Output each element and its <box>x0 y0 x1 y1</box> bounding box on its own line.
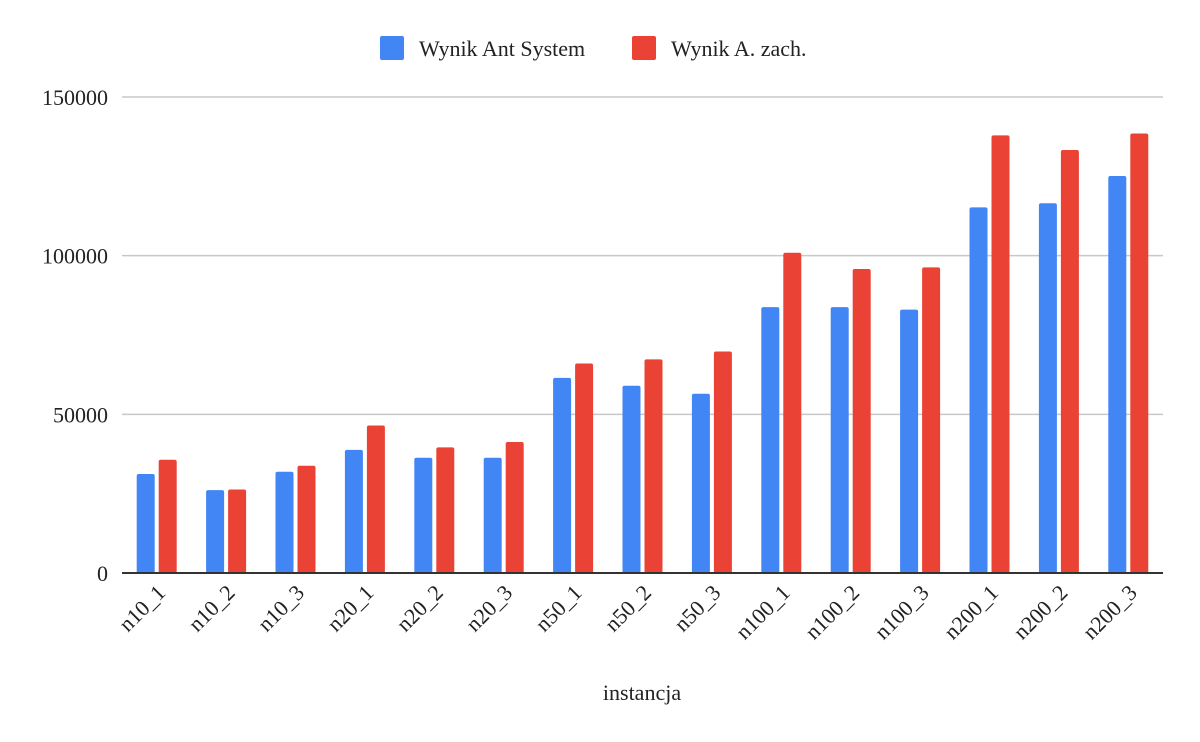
bar-n10_3-series-1 <box>275 471 294 573</box>
bar-n20_2-series-2 <box>436 447 455 573</box>
legend-label-series-2: Wynik A. zach. <box>671 36 807 61</box>
y-tick-label: 150000 <box>42 85 108 110</box>
x-axis-title: instancja <box>603 680 681 705</box>
y-tick-label: 0 <box>97 561 108 586</box>
bar-n200_3-series-2 <box>1130 133 1149 573</box>
x-tick-label: n20_3 <box>461 580 518 637</box>
bar-n200_1-series-2 <box>991 135 1010 573</box>
bar-n20_1-series-1 <box>344 449 363 573</box>
bar-n200_1-series-1 <box>969 207 988 573</box>
x-axis-tick-labels: n10_1 n10_2 n10_3 n20_1 n20_2 n20_3 n50_1 n50_2… <box>114 580 1142 644</box>
bars <box>136 133 1149 574</box>
legend-swatch-series-2 <box>632 36 656 60</box>
x-tick-label: n10_2 <box>183 580 240 637</box>
x-tick-label: n100_3 <box>869 580 933 644</box>
x-tick-label: n100_2 <box>800 580 864 644</box>
bar-n100_1-series-2 <box>783 252 802 573</box>
bar-n50_2-series-1 <box>622 385 641 573</box>
x-tick-label: n50_2 <box>599 580 656 637</box>
bar-n200_3-series-1 <box>1108 176 1127 574</box>
bar-n20_3-series-1 <box>483 457 502 573</box>
bar-n200_2-series-2 <box>1060 149 1079 573</box>
bar-n100_3-series-1 <box>900 309 919 573</box>
bar-n100_1-series-1 <box>761 307 780 573</box>
bar-n100_3-series-2 <box>922 267 941 573</box>
bar-n100_2-series-1 <box>830 307 849 573</box>
x-tick-label: n200_2 <box>1008 580 1072 644</box>
x-tick-label: n200_1 <box>939 580 1003 644</box>
bar-n50_1-series-2 <box>575 363 594 573</box>
legend-label-series-1: Wynik Ant System <box>419 36 585 61</box>
bar-n50_3-series-1 <box>691 393 710 573</box>
legend: Wynik Ant System Wynik A. zach. <box>380 36 807 61</box>
y-tick-label: 50000 <box>53 402 108 427</box>
bar-n20_1-series-2 <box>366 425 385 573</box>
bar-n50_3-series-2 <box>713 351 732 573</box>
y-tick-label: 100000 <box>42 244 108 269</box>
bar-n200_2-series-1 <box>1038 203 1057 573</box>
legend-swatch-series-1 <box>380 36 404 60</box>
bar-n10_2-series-2 <box>228 489 247 573</box>
x-tick-label: n200_3 <box>1077 580 1141 644</box>
bar-n100_2-series-2 <box>852 268 871 573</box>
x-tick-label: n50_1 <box>530 580 587 637</box>
bar-n50_2-series-2 <box>644 359 663 573</box>
bar-n10_2-series-1 <box>206 490 225 573</box>
x-tick-label: n10_3 <box>252 580 309 637</box>
x-tick-label: n100_1 <box>730 580 794 644</box>
bar-n10_1-series-1 <box>136 473 155 573</box>
x-tick-label: n20_2 <box>391 580 448 637</box>
bar-n20_2-series-1 <box>414 457 433 573</box>
x-tick-label: n10_1 <box>114 580 171 637</box>
bar-n20_3-series-2 <box>505 441 524 573</box>
bar-n50_1-series-1 <box>553 377 572 573</box>
bar-n10_1-series-2 <box>158 459 177 573</box>
x-tick-label: n20_1 <box>322 580 379 637</box>
x-tick-label: n50_3 <box>669 580 726 637</box>
gridlines <box>122 96 1163 416</box>
y-axis-tick-labels: 0 50000 100000 150000 <box>42 85 108 586</box>
bar-n10_3-series-2 <box>297 465 316 573</box>
